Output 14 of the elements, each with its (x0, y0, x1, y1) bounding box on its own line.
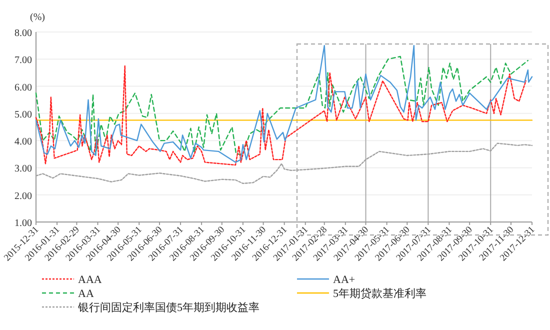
legend-label: AAA (78, 274, 102, 286)
legend-label: 5年期贷款基准利率 (333, 287, 426, 300)
legend-label: 银行间固定利率国债5年期到期收益率 (77, 301, 260, 314)
y-tick-label: 4.00 (14, 136, 32, 148)
y-tick-label: 6.00 (14, 82, 32, 94)
legend-label: AA (78, 288, 94, 300)
y-tick-label: 3.00 (14, 164, 32, 175)
legend-label: AA+ (333, 274, 356, 286)
y-tick-label: 5.00 (14, 109, 32, 120)
y-tick-label: 7.00 (14, 55, 32, 66)
y-tick-label: 1.00 (14, 218, 32, 229)
y-axis-title: (%) (30, 12, 45, 23)
y-tick-label: 2.00 (14, 190, 32, 202)
y-tick-label: 8.00 (14, 28, 32, 39)
